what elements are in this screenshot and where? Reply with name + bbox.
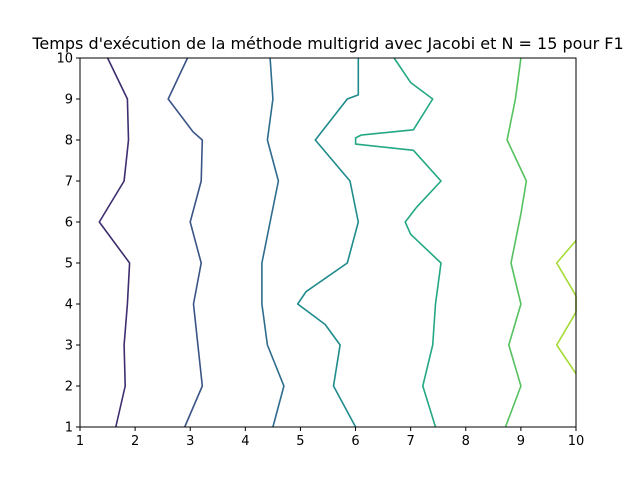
y-tick-label: 8 <box>65 134 73 149</box>
x-tick-label: 7 <box>407 434 415 449</box>
x-tick-label: 3 <box>186 434 194 449</box>
y-tick-label: 2 <box>65 380 73 395</box>
contour-line-2 <box>167 57 204 428</box>
contour-line-4 <box>296 58 360 428</box>
y-tick-label: 4 <box>65 298 73 313</box>
x-tick-label: 4 <box>241 434 249 449</box>
chart-title: Temps d'exécution de la méthode multigri… <box>31 34 623 53</box>
y-axis: 1 2 3 4 5 6 7 8 9 10 <box>56 52 80 436</box>
y-tick-label: 6 <box>65 216 73 231</box>
x-axis: 1 2 3 4 5 6 7 8 9 10 <box>76 427 584 449</box>
y-tick-label: 10 <box>56 52 73 67</box>
y-tick-label: 3 <box>65 339 73 354</box>
y-tick-label: 1 <box>65 421 73 436</box>
contour-line-5 <box>354 57 442 428</box>
x-tick-label: 5 <box>296 434 304 449</box>
contour-line-6 <box>504 57 528 428</box>
axes-frame <box>79 57 577 428</box>
y-tick-label: 9 <box>65 93 73 108</box>
y-tick-label: 5 <box>65 257 73 272</box>
x-tick-label: 6 <box>351 434 359 449</box>
contour-line-3 <box>261 57 285 428</box>
x-tick-label: 1 <box>76 434 84 449</box>
x-tick-label: 10 <box>568 434 585 449</box>
plot-area <box>98 57 577 428</box>
contour-line-1 <box>98 57 131 428</box>
x-tick-label: 8 <box>462 434 470 449</box>
x-tick-label: 9 <box>517 434 525 449</box>
y-tick-label: 7 <box>65 175 73 190</box>
x-tick-label: 2 <box>131 434 139 449</box>
